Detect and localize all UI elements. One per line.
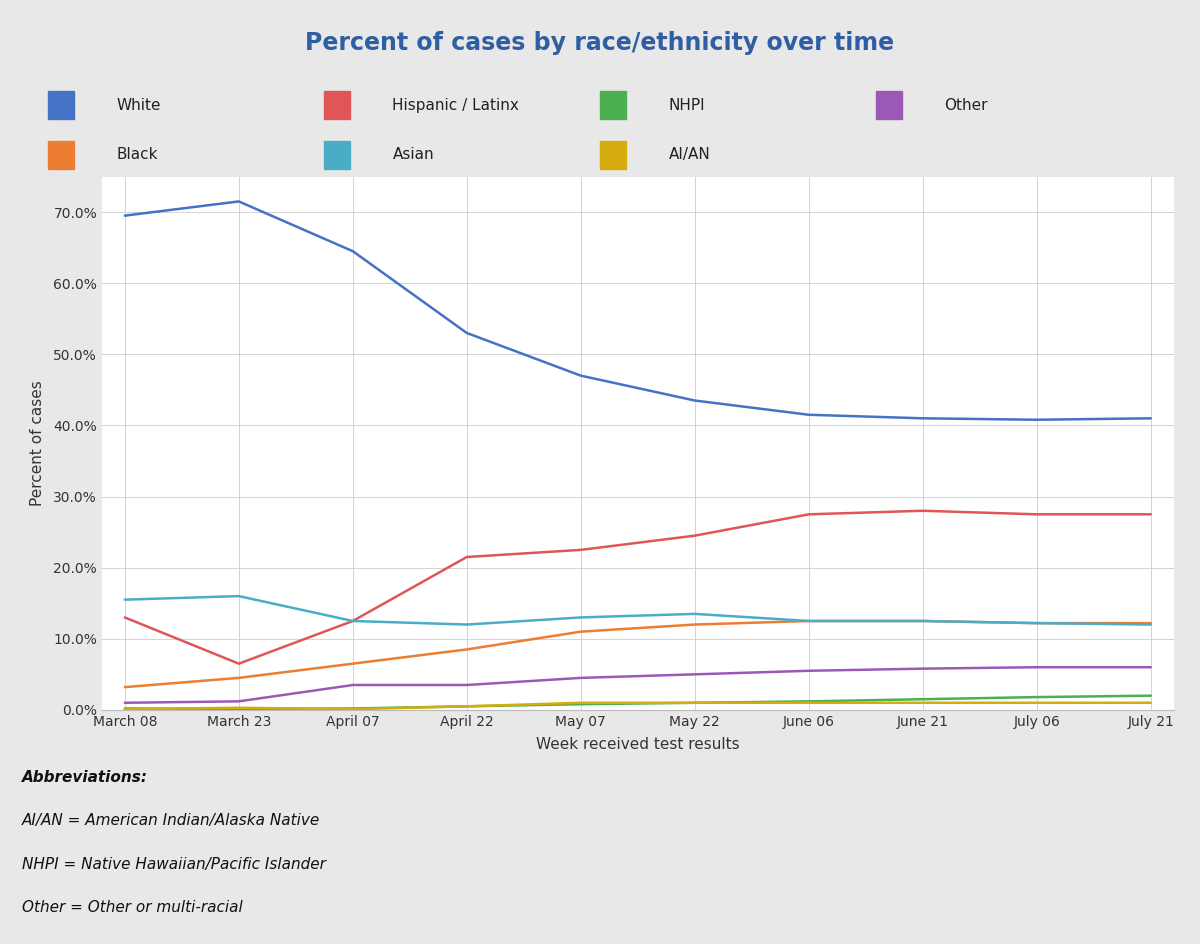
Text: Hispanic / Latinx: Hispanic / Latinx — [392, 97, 520, 112]
Text: Percent of cases by race/ethnicity over time: Percent of cases by race/ethnicity over … — [306, 31, 894, 56]
FancyBboxPatch shape — [324, 92, 350, 119]
FancyBboxPatch shape — [48, 141, 74, 169]
Text: Other = Other or multi-racial: Other = Other or multi-racial — [22, 901, 242, 916]
Text: NHPI: NHPI — [668, 97, 706, 112]
Text: White: White — [116, 97, 161, 112]
Text: Other: Other — [944, 97, 988, 112]
Text: AI/AN = American Indian/Alaska Native: AI/AN = American Indian/Alaska Native — [22, 813, 320, 828]
Text: Abbreviations:: Abbreviations: — [22, 769, 148, 784]
Text: Black: Black — [116, 147, 158, 162]
FancyBboxPatch shape — [48, 92, 74, 119]
Text: Asian: Asian — [392, 147, 434, 162]
FancyBboxPatch shape — [324, 141, 350, 169]
FancyBboxPatch shape — [876, 92, 902, 119]
FancyBboxPatch shape — [600, 141, 626, 169]
FancyBboxPatch shape — [600, 92, 626, 119]
X-axis label: Week received test results: Week received test results — [536, 737, 739, 752]
Text: AI/AN: AI/AN — [668, 147, 710, 162]
Y-axis label: Percent of cases: Percent of cases — [30, 380, 44, 506]
Text: NHPI = Native Hawaiian/Pacific Islander: NHPI = Native Hawaiian/Pacific Islander — [22, 857, 325, 871]
